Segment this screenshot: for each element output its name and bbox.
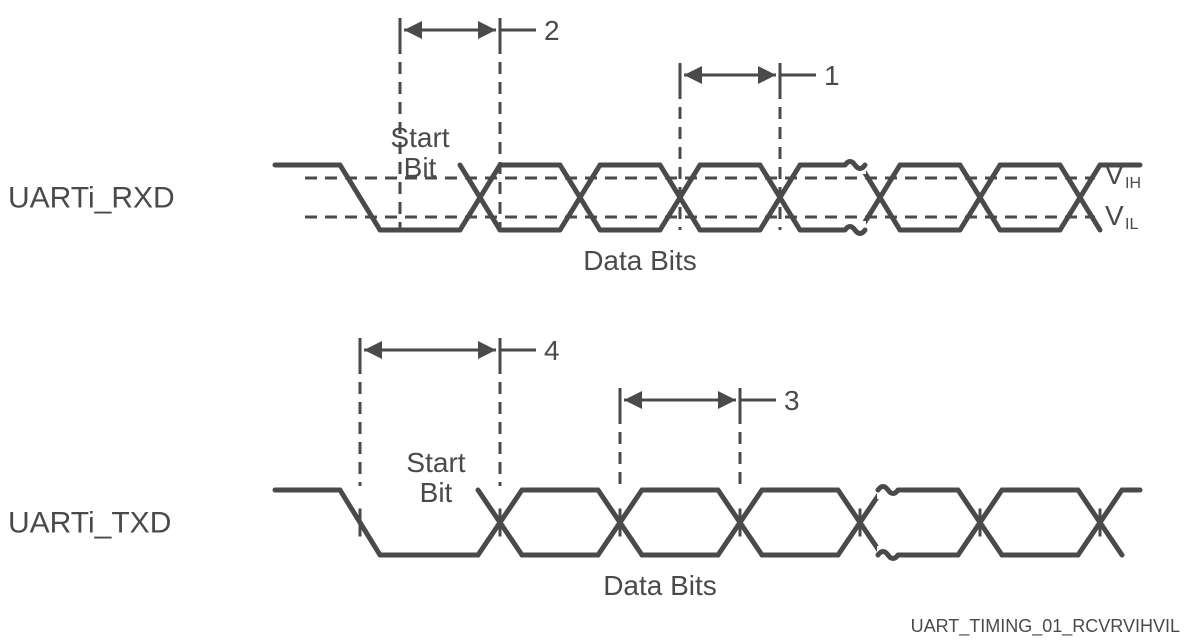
vil-label: V — [1105, 200, 1124, 231]
txd-data-label: Data Bits — [603, 570, 717, 601]
rxd-name: UARTi_RXD — [8, 182, 175, 215]
dim-label: 3 — [784, 385, 800, 416]
svg-text:IL: IL — [1125, 216, 1138, 233]
svg-text:IH: IH — [1125, 175, 1141, 192]
svg-text:Bit: Bit — [420, 477, 453, 508]
svg-text:Bit: Bit — [404, 152, 437, 183]
rxd-data-label: Data Bits — [583, 245, 697, 276]
vih-label: V — [1105, 159, 1124, 190]
dim-label: 2 — [544, 15, 560, 46]
rxd-start-label: Start — [390, 122, 449, 153]
footer-id: UART_TIMING_01_RCVRVIHVIL — [911, 616, 1180, 637]
dim-label: 1 — [824, 60, 840, 91]
dim-label: 4 — [544, 335, 560, 366]
txd-name: UARTi_TXD — [8, 507, 171, 540]
txd-start-label: Start — [406, 447, 465, 478]
